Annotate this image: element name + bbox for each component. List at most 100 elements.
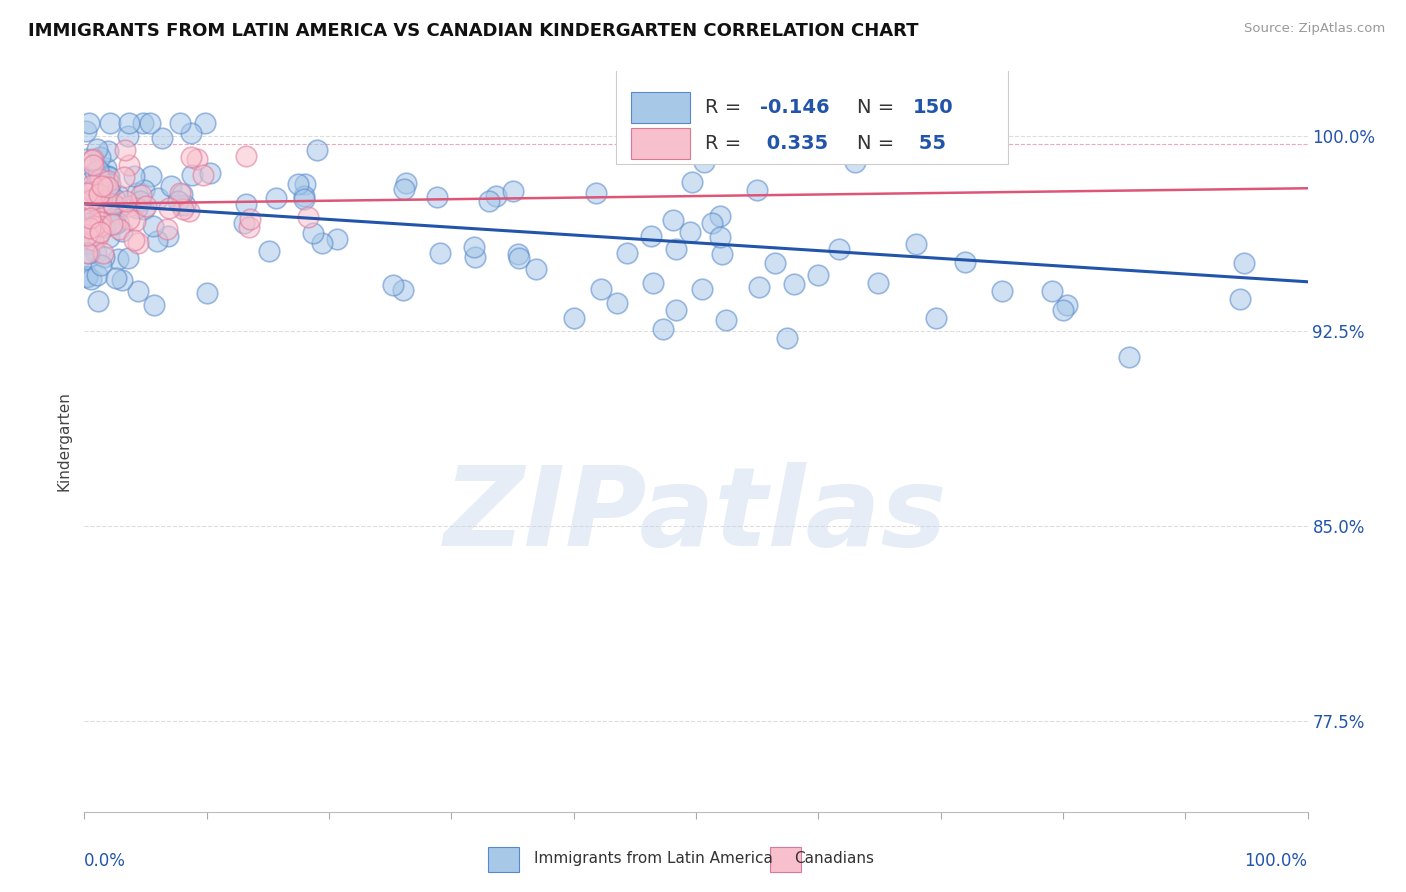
- FancyBboxPatch shape: [616, 68, 1008, 164]
- Point: [89, 150, 111, 164]
- Point: [711, 247, 734, 261]
- Point: [84, 177, 107, 191]
- Text: 55: 55: [912, 134, 946, 153]
- Point: [89, 165, 111, 179]
- Point: [925, 311, 948, 326]
- Text: 0.0%: 0.0%: [84, 853, 127, 871]
- Point: [709, 210, 731, 224]
- Point: [127, 235, 149, 250]
- Point: [118, 199, 141, 213]
- Point: [91, 207, 114, 221]
- Point: [76, 228, 98, 243]
- Point: [180, 126, 202, 140]
- Point: [104, 217, 127, 231]
- Point: [112, 169, 135, 184]
- Point: [82, 152, 104, 166]
- Point: [87, 293, 110, 308]
- Point: [125, 186, 148, 200]
- Point: [82, 183, 104, 197]
- Point: [101, 217, 124, 231]
- Point: [641, 276, 664, 290]
- Point: [1056, 298, 1078, 312]
- Point: [524, 262, 547, 277]
- Point: [146, 234, 169, 248]
- Point: [232, 216, 254, 230]
- Point: [117, 252, 139, 266]
- Point: [591, 282, 613, 296]
- Point: [709, 230, 731, 244]
- Y-axis label: Kindergarten: Kindergarten: [56, 392, 72, 491]
- Point: [101, 197, 124, 211]
- Point: [129, 188, 152, 202]
- Point: [382, 277, 405, 292]
- Text: 150: 150: [912, 98, 953, 117]
- Point: [395, 176, 418, 190]
- Point: [97, 179, 120, 194]
- Point: [905, 237, 928, 252]
- Point: [80, 174, 103, 188]
- Point: [98, 116, 121, 130]
- Text: N =: N =: [858, 98, 901, 117]
- Point: [87, 229, 110, 244]
- Text: Immigrants from Latin America: Immigrants from Latin America: [534, 851, 773, 865]
- Point: [80, 183, 103, 197]
- Text: R =: R =: [704, 134, 747, 153]
- Point: [114, 143, 136, 157]
- Point: [1229, 292, 1251, 306]
- Point: [132, 116, 155, 130]
- Point: [1052, 303, 1074, 318]
- Point: [111, 273, 134, 287]
- Point: [79, 246, 101, 260]
- Point: [844, 155, 866, 169]
- Point: [97, 169, 120, 184]
- Point: [776, 331, 799, 345]
- Point: [562, 311, 585, 326]
- Point: [82, 214, 104, 228]
- Point: [714, 312, 737, 326]
- Point: [148, 191, 170, 205]
- Point: [76, 186, 98, 201]
- FancyBboxPatch shape: [631, 128, 690, 159]
- Point: [391, 283, 413, 297]
- Point: [170, 187, 193, 202]
- Point: [239, 211, 262, 226]
- Point: [191, 168, 214, 182]
- Text: N =: N =: [858, 134, 901, 153]
- Point: [117, 129, 139, 144]
- Point: [235, 149, 257, 163]
- Point: [98, 205, 121, 219]
- FancyBboxPatch shape: [631, 92, 690, 123]
- Point: [763, 256, 786, 270]
- Point: [104, 193, 127, 207]
- Point: [426, 190, 449, 204]
- Point: [117, 116, 139, 130]
- Point: [93, 250, 115, 264]
- Point: [478, 194, 501, 209]
- Point: [84, 164, 107, 178]
- Point: [170, 197, 193, 211]
- Point: [1118, 350, 1140, 364]
- Point: [127, 201, 149, 215]
- Text: -0.146: -0.146: [759, 98, 830, 117]
- Point: [79, 221, 101, 235]
- Point: [96, 196, 118, 211]
- Point: [287, 178, 309, 192]
- Point: [311, 235, 333, 250]
- Point: [97, 169, 120, 183]
- Point: [79, 272, 101, 286]
- Point: [76, 252, 98, 267]
- Point: [96, 161, 118, 175]
- Point: [89, 219, 111, 233]
- Point: [82, 153, 104, 167]
- Point: [180, 151, 202, 165]
- Point: [80, 185, 103, 199]
- Point: [90, 258, 112, 272]
- Point: [606, 295, 628, 310]
- Point: [77, 236, 100, 251]
- Point: [90, 165, 112, 179]
- Point: [665, 302, 688, 317]
- Point: [652, 322, 675, 336]
- Point: [107, 252, 129, 266]
- Point: [142, 219, 165, 233]
- Text: Source: ZipAtlas.com: Source: ZipAtlas.com: [1244, 22, 1385, 36]
